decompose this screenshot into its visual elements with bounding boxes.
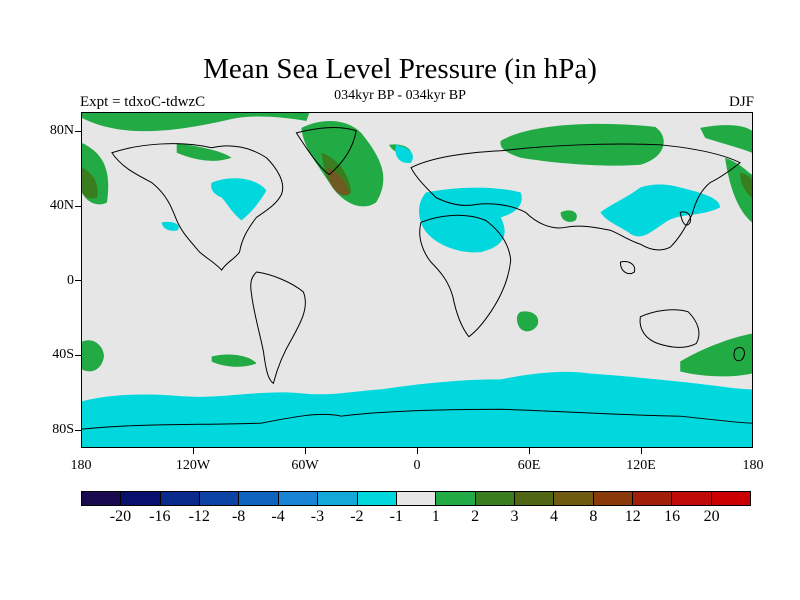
colorbar-label: -2	[350, 508, 364, 525]
colorbar-swatch	[436, 492, 476, 505]
colorbar-swatch	[475, 492, 515, 505]
colorbar-label: -20	[109, 508, 132, 525]
colorbar-label: -1	[389, 508, 403, 525]
experiment-label: Expt = tdxoC-tdwzC	[80, 94, 206, 110]
lat-tick	[75, 355, 81, 356]
lon-label-180e: 180	[742, 458, 764, 473]
lon-label-120w: 120W	[175, 458, 211, 473]
colorbar	[81, 491, 751, 506]
lat-label-40s: 40S	[52, 347, 74, 362]
season-label: DJF	[728, 94, 754, 110]
lon-label-60e: 60E	[517, 458, 541, 473]
lon-tick	[641, 448, 642, 454]
lon-label-60w: 60W	[291, 458, 319, 473]
chart-title: Mean Sea Level Pressure (in hPa)	[203, 53, 597, 85]
lon-label-120e: 120E	[626, 458, 656, 473]
colorbar-swatch	[672, 492, 712, 505]
colorbar-label: 12	[624, 508, 641, 525]
lat-tick	[75, 131, 81, 132]
colorbar-swatch	[711, 492, 751, 505]
colorbar-swatch	[82, 492, 122, 505]
colorbar-label: 8	[589, 508, 598, 525]
colorbar-swatch	[121, 492, 161, 505]
colorbar-swatch	[160, 492, 201, 505]
colorbar-swatch	[514, 492, 555, 505]
lat-label-80s: 80S	[52, 422, 74, 437]
colorbar-label: -3	[310, 508, 325, 525]
colorbar-label: 2	[471, 508, 480, 525]
coastlines	[82, 127, 752, 430]
lon-tick	[529, 448, 530, 454]
lat-label-40n: 40N	[49, 198, 74, 213]
colorbar-label: 4	[549, 508, 558, 525]
colorbar-swatch	[633, 492, 673, 505]
colorbar-label: 3	[510, 508, 519, 525]
lon-label-0: 0	[413, 458, 421, 473]
lat-tick	[75, 430, 81, 431]
lon-tick	[417, 448, 418, 454]
colorbar-swatch	[554, 492, 594, 505]
colorbar-label: 20	[703, 508, 720, 525]
colorbar-swatch	[278, 492, 319, 505]
lat-tick	[75, 206, 81, 207]
colorbar-label: -8	[231, 508, 246, 525]
lon-tick	[193, 448, 194, 454]
colorbar-swatch	[318, 492, 358, 505]
colorbar-label: -12	[188, 508, 210, 525]
colorbar-swatch	[200, 492, 240, 505]
colorbar-label: -16	[149, 508, 171, 525]
colorbar-swatch	[239, 492, 279, 505]
pressure-map	[81, 112, 753, 448]
colorbar-label: 16	[664, 508, 681, 525]
lon-label-180w: 180	[70, 458, 92, 473]
lon-tick	[305, 448, 306, 454]
positive-strong-regions	[327, 167, 350, 196]
colorbar-label: -4	[271, 508, 285, 525]
colorbar-swatch	[357, 492, 397, 505]
lat-label-80n: 80N	[49, 123, 74, 138]
lat-label-eq: 0	[67, 273, 74, 288]
lat-tick	[75, 280, 81, 281]
map-canvas	[82, 113, 752, 447]
colorbar-label: 1	[431, 508, 440, 525]
colorbar-swatch	[396, 492, 437, 505]
colorbar-swatch	[593, 492, 634, 505]
chart-subtitle: 034kyr BP - 034kyr BP	[334, 88, 466, 103]
